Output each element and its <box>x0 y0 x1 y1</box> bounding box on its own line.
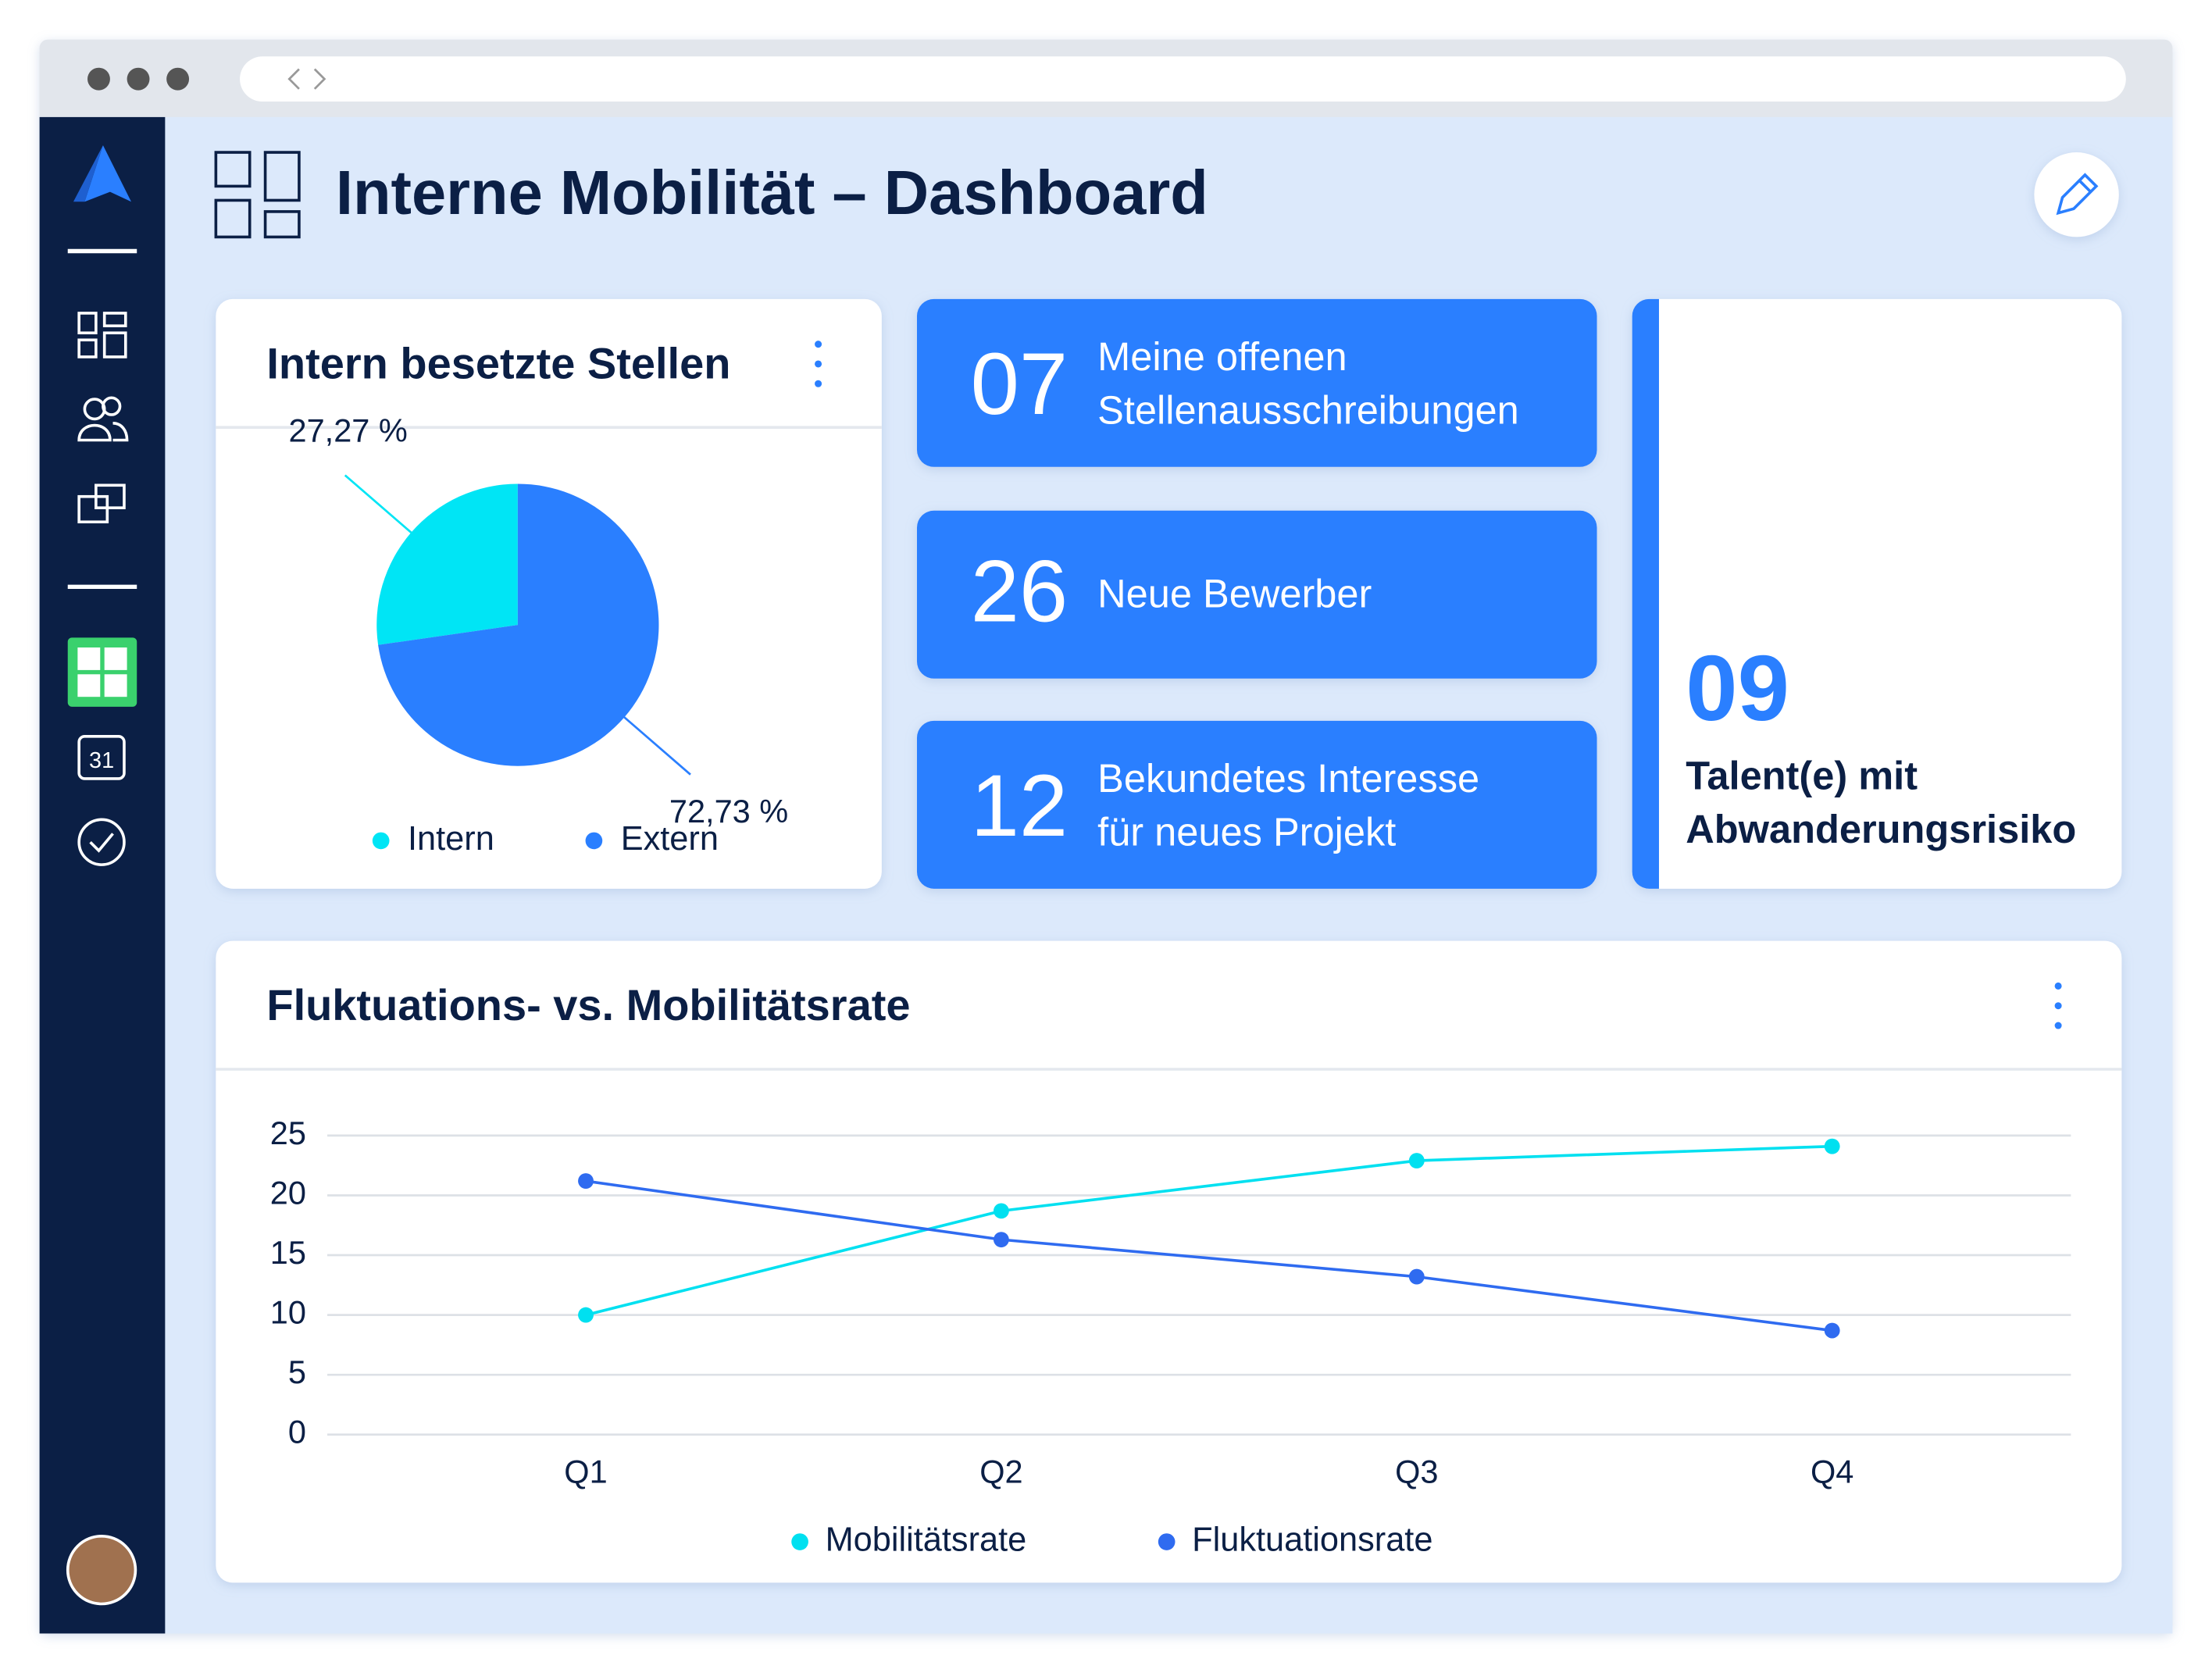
kpi-label: für neues Projekt <box>1097 810 1396 854</box>
kpi-card[interactable] <box>916 510 1597 679</box>
kpi-label: Meine offenen <box>1097 334 1347 379</box>
nav-arrows[interactable] <box>287 68 326 90</box>
card-menu[interactable] <box>2054 982 2062 1029</box>
nav-people[interactable] <box>77 396 129 442</box>
window-dot <box>166 67 190 91</box>
y-tick-label: 15 <box>270 1234 306 1271</box>
risk-card-bar <box>1632 298 1659 889</box>
legend-marker <box>585 832 603 850</box>
x-tick-label: Q2 <box>979 1453 1022 1489</box>
kpi-value: 07 <box>971 335 1069 433</box>
nav-jobs[interactable] <box>77 483 126 524</box>
edit-button[interactable] <box>2034 152 2119 237</box>
pie-slice <box>376 483 518 645</box>
y-tick-label: 5 <box>288 1354 306 1390</box>
x-tick-label: Q4 <box>1811 1453 1853 1489</box>
legend-label: Intern <box>408 820 494 858</box>
leader-line <box>344 474 415 536</box>
legend-label: Mobilitätsrate <box>826 1521 1027 1558</box>
kpi-label: Abwanderungsrisiko <box>1686 807 2076 851</box>
y-tick-label: 25 <box>270 1115 306 1151</box>
legend-label: Fluktuationsrate <box>1192 1521 1432 1558</box>
pie-slice <box>378 483 659 766</box>
y-tick-label: 20 <box>270 1174 306 1211</box>
data-point <box>578 1173 594 1190</box>
kpi-value: 12 <box>971 757 1069 854</box>
legend-marker <box>791 1533 808 1550</box>
legend-marker <box>372 832 390 850</box>
risk-card[interactable] <box>1632 298 2122 889</box>
data-point <box>1408 1153 1425 1168</box>
logo[interactable] <box>84 145 132 202</box>
x-tick-label: Q3 <box>1395 1453 1438 1489</box>
kpi-card[interactable] <box>916 720 1597 889</box>
page-title: Interne Mobilität – Dashboard <box>336 158 1208 227</box>
legend-marker <box>1158 1533 1176 1550</box>
kpi-label: Bekundetes Interesse <box>1097 756 1479 801</box>
data-point <box>993 1232 1009 1248</box>
line-card <box>216 940 2122 1583</box>
edit-icon <box>2056 173 2099 216</box>
calendar-day: 31 <box>89 748 114 773</box>
leader-line <box>621 714 691 776</box>
nav-calendar[interactable]: 31 <box>77 734 126 780</box>
data-point <box>578 1307 594 1323</box>
x-tick-label: Q1 <box>564 1453 607 1489</box>
legend-label: Extern <box>621 820 719 858</box>
data-point <box>1408 1268 1425 1285</box>
avatar[interactable] <box>66 1535 137 1606</box>
card-title: Intern besetzte Stellen <box>266 338 730 387</box>
kpi-value: 09 <box>1686 637 1789 740</box>
address-bar[interactable] <box>240 56 2126 102</box>
y-tick-label: 10 <box>270 1294 306 1331</box>
series-line <box>585 1179 1832 1332</box>
nav-dashboard[interactable] <box>77 312 127 358</box>
dashboard-icon <box>214 151 301 239</box>
logo-part <box>73 145 103 202</box>
data-point <box>1824 1138 1840 1154</box>
kpi-label: Talent(e) mit <box>1686 753 1918 797</box>
nav-tasks[interactable] <box>77 818 126 866</box>
kpi-card[interactable] <box>916 298 1597 467</box>
data-label: 27,27 % <box>289 412 408 448</box>
card-title: Fluktuations- vs. Mobilitätsrate <box>266 980 910 1029</box>
data-point <box>1824 1322 1840 1339</box>
sidebar <box>39 116 166 1634</box>
data-point <box>993 1203 1009 1219</box>
y-tick-label: 0 <box>288 1414 306 1450</box>
kpi-label: Stellenausschreibungen <box>1097 388 1519 433</box>
kpi-label: Neue Bewerber <box>1097 571 1372 615</box>
window-dot <box>127 67 150 91</box>
nav-active-icon <box>77 647 127 697</box>
charts: 27,27 % 72,73 % Intern Extern 0 5 10 15 20 25 Q1 Q2… <box>270 412 2071 1558</box>
kpi-value: 26 <box>971 542 1069 640</box>
card-menu[interactable] <box>815 341 822 387</box>
series-line <box>585 1144 1832 1317</box>
window-dot <box>87 67 110 91</box>
data-label: 72,73 % <box>669 793 788 829</box>
